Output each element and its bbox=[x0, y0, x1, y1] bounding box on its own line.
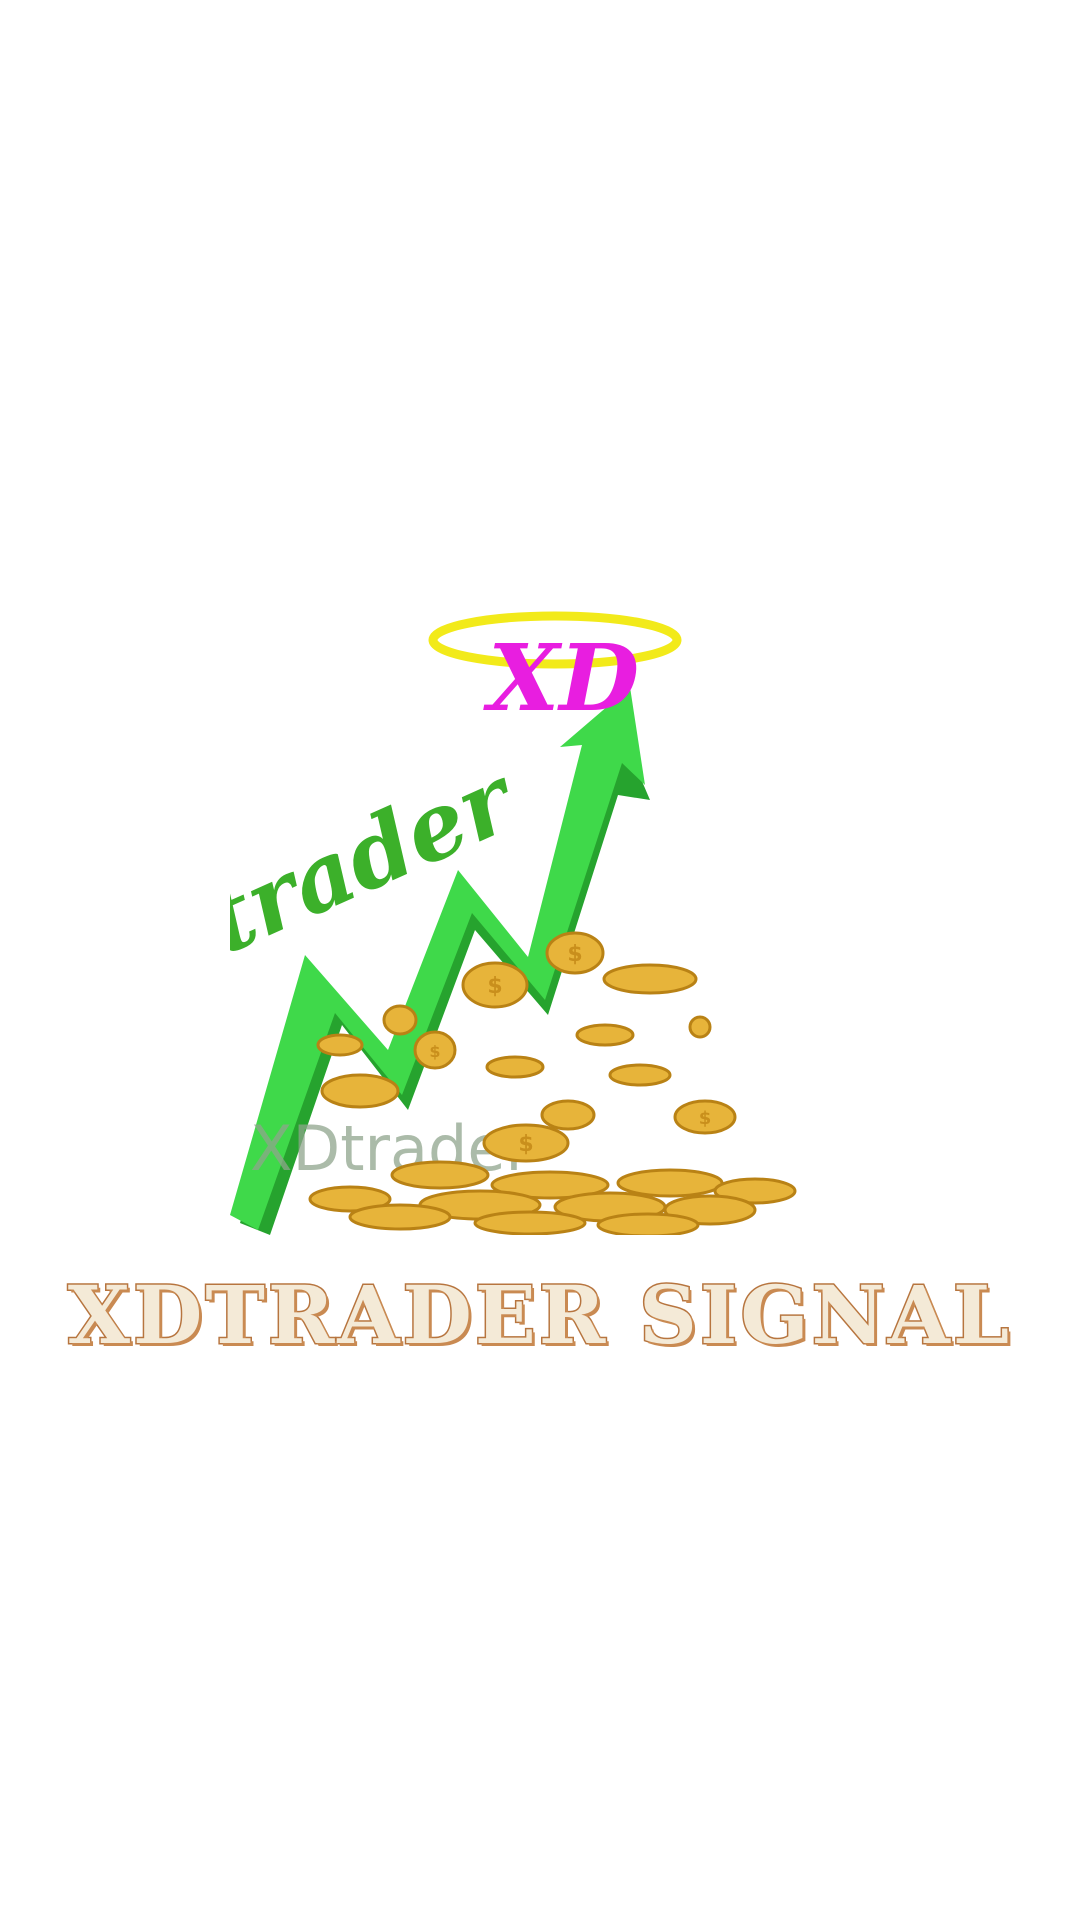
logo-badge-xd: XD bbox=[483, 624, 639, 732]
svg-text:$: $ bbox=[567, 942, 582, 967]
svg-text:$: $ bbox=[699, 1108, 712, 1129]
svg-text:$: $ bbox=[487, 974, 502, 999]
app-title: XDTRADER SIGNAL bbox=[66, 1267, 1013, 1364]
coin-pile-icon: $ $ $ $ $ bbox=[308, 931, 797, 1235]
svg-text:$: $ bbox=[429, 1042, 440, 1061]
halo-ring bbox=[428, 611, 682, 669]
xdtrader-logo: XDtrader trader XD bbox=[230, 595, 810, 1235]
rising-arrow-icon bbox=[230, 687, 645, 1230]
svg-text:$: $ bbox=[518, 1132, 533, 1157]
